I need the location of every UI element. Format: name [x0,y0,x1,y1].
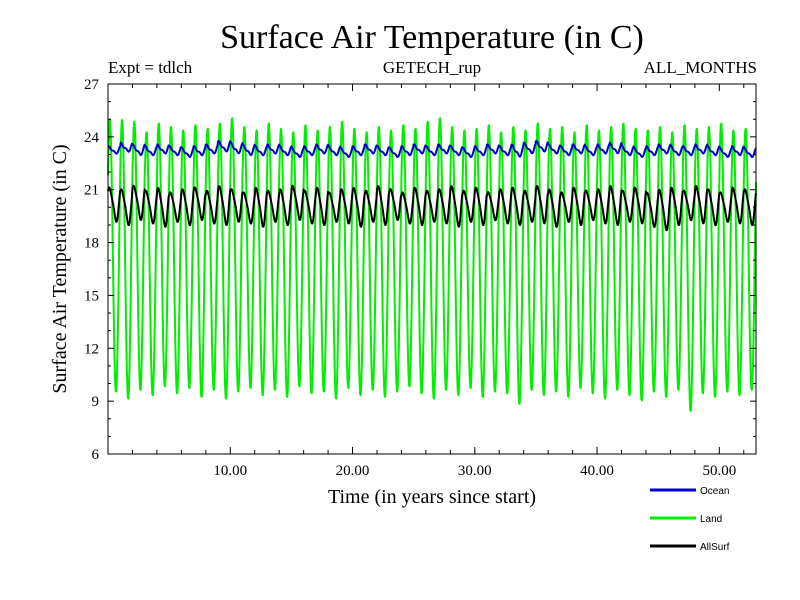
y-tick-label: 9 [92,394,100,410]
series-line-ocean [107,139,757,158]
axis-layer: 6 9 12 15 18 21 24 27 10.00 20.00 30.00 40.00 50.00 [84,77,756,479]
legend-label-ocean: Ocean [700,486,729,497]
series-layer [107,117,757,412]
y-tick-label: 21 [84,183,99,199]
y-tick-label: 12 [84,341,99,357]
x-tick-label: 50.00 [702,463,736,479]
experiment-label: Expt = tdlch [108,58,193,77]
y-tick-label: 27 [84,77,100,93]
chart-subtitle: GETECH_rup [383,58,481,77]
series-line-allsurf [107,184,757,232]
y-tick-label: 6 [92,447,100,463]
plot-frame [107,83,757,455]
x-tick-label: 40.00 [580,463,614,479]
x-axis-label: Time (in years since start) [328,486,536,508]
legend: Ocean Land AllSurf [650,486,730,553]
x-tick-label: 30.00 [458,463,492,479]
y-tick-label: 15 [84,288,99,304]
period-label: ALL_MONTHS [644,58,757,77]
legend-label-allsurf: AllSurf [700,542,730,553]
chart-title: Surface Air Temperature (in C) [220,19,644,56]
y-tick-label: 24 [84,130,100,146]
series-line-land [107,117,757,412]
x-tick-label: 10.00 [213,463,247,479]
x-tick-label: 20.00 [336,463,370,479]
y-axis-label: Surface Air Temperature (in C) [49,144,71,393]
y-tick-label: 18 [84,236,99,252]
legend-label-land: Land [700,514,722,525]
